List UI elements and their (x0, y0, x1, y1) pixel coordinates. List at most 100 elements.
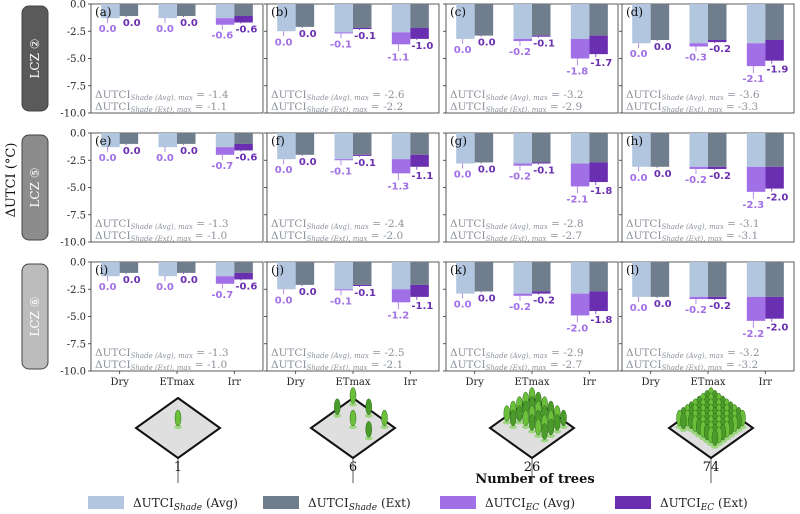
y-tick-label: -7.5 (67, 339, 86, 350)
y-tick-label: -2.5 (67, 27, 86, 38)
annotation-avg: ΔUTCIShade (Avg), max = -3.1 (626, 218, 760, 231)
bar-ec-avg (689, 43, 708, 47)
bar-shade-ext (177, 4, 196, 16)
tree-diagram: 26 (488, 387, 576, 483)
bar-shade-avg (513, 133, 532, 164)
bar-ec-ext (410, 284, 429, 297)
tree-crown (516, 405, 523, 422)
annotation-ext: ΔUTCIShade (Ext), max = -2.7 (450, 230, 582, 243)
panel: 0.0 0.0 -0.2-0.1 -2.1-1.8 (g) ΔUTCIShade (Avg… (443, 132, 619, 243)
bar-shade-ext (650, 262, 670, 297)
tree-shadow (546, 434, 555, 438)
y-tick-label: -10.0 (60, 109, 86, 120)
tree-shadow (528, 429, 536, 434)
bar-shade-avg (632, 262, 651, 297)
value-label-avg: -0.7 (211, 161, 233, 172)
value-label-avg: 0.0 (630, 49, 648, 60)
y-tick-label: -2.5 (67, 156, 86, 167)
bar-ec-ext (765, 296, 784, 319)
annotation-avg: ΔUTCIShade (Avg), max = -3.6 (626, 89, 760, 102)
panel-id: (e) (95, 134, 111, 148)
tree-shadow (502, 420, 511, 425)
value-label-avg: 0.0 (99, 282, 117, 293)
bar-ec-ext (708, 296, 727, 300)
tree-crown (349, 409, 357, 427)
legend-label: ΔUTCIShade (Ext) (308, 496, 411, 513)
bar-shade-ext (650, 4, 670, 40)
bar-shade-avg (570, 262, 590, 294)
tree-illustrations: Number of trees 1 6 26 74 (134, 387, 755, 487)
bar-shade-ext (765, 4, 784, 40)
bar-ec-avg (334, 159, 353, 161)
legend-label: ΔUTCIEC (Avg) (485, 496, 575, 513)
bar-shade-ext (234, 262, 253, 273)
tree-crown (334, 398, 341, 415)
bar-shade-avg (391, 133, 411, 160)
x-tick-label: Dry (286, 377, 305, 388)
value-label-ext: -0.1 (354, 158, 376, 169)
tree-crown (680, 412, 687, 430)
value-label-avg: -0.7 (211, 290, 233, 301)
annotation-avg: ΔUTCIShade (Avg), max = -2.6 (271, 89, 405, 102)
annotation-avg: ΔUTCIShade (Avg), max = -2.9 (450, 347, 584, 360)
bar-ec-avg (746, 166, 766, 192)
row-label: LCZ ⑥ (28, 296, 42, 336)
value-label-avg: -1.1 (387, 52, 409, 63)
x-tick-label: Irr (228, 377, 242, 388)
bar-shade-avg (456, 262, 475, 294)
bar-shade-avg (158, 133, 177, 148)
bar-shade-avg (101, 262, 120, 277)
value-label-ext: -1.9 (766, 65, 788, 76)
bar-ec-avg (391, 159, 411, 174)
value-label-avg: -0.1 (330, 39, 352, 50)
bar-shade-ext (410, 4, 429, 28)
bar-shade-ext (765, 133, 784, 167)
tree-crown (560, 409, 567, 427)
bar-shade-avg (456, 133, 475, 164)
tree-count-label: 6 (349, 460, 357, 475)
value-label-avg: 0.0 (156, 282, 174, 293)
value-label-avg: -1.8 (566, 67, 588, 78)
value-label-ext: -2.0 (766, 193, 788, 204)
panel-id: (i) (95, 263, 108, 277)
bar-shade-avg (334, 262, 353, 290)
annotation-avg: ΔUTCIShade (Avg), max = -2.8 (450, 218, 584, 231)
legend-label: ΔUTCIShade (Avg) (133, 496, 238, 513)
bar-shade-ext (532, 262, 551, 292)
y-tick-label: -10.0 (60, 238, 86, 249)
bar-ec-avg (746, 296, 766, 321)
panel: 0.0 0.0 Dry -0.2-0.2 ETmax -2.0-1.8 Irr (k) ΔUTC… (443, 261, 619, 388)
bar-ec-avg (689, 296, 708, 300)
bar-shade-ext (119, 133, 139, 144)
bar-ec-ext (765, 39, 784, 61)
tree-diagram: 6 (309, 387, 397, 483)
panel: 0.0 -2.5 -5.0 -7.5 -10.0 0.0 0.0 0.0 0.0 -0.6-0.6… (60, 0, 264, 120)
tree-crown (365, 398, 372, 415)
bar-shade-avg (101, 4, 120, 19)
value-label-ext: -1.8 (590, 315, 612, 326)
panels: 0.0-2.5-5.0-7.5-10.00.00.00.00.0-0.6-0.6… (60, 0, 795, 388)
value-label-ext: 0.0 (478, 293, 496, 304)
panel-id: (f) (271, 134, 285, 148)
bar-ec-ext (532, 35, 551, 37)
legend-label: ΔUTCIEC (Ext) (660, 496, 748, 513)
legend-ec-ext: ΔUTCIEC (Ext) (615, 496, 748, 513)
value-label-ext: -0.2 (709, 44, 731, 55)
bar-shade-avg (570, 133, 590, 164)
value-label-avg: -2.0 (566, 323, 588, 334)
bar-shade-ext (177, 262, 196, 273)
row-label: LCZ ⑤ (28, 167, 42, 207)
tree-shadow (553, 429, 562, 434)
bar-shade-avg (689, 262, 708, 297)
value-label-ext: -1.7 (590, 58, 612, 69)
value-label-avg: 0.0 (156, 153, 174, 164)
x-tick-label: ETmax (159, 377, 194, 388)
bar-ec-ext (234, 272, 253, 280)
bar-shade-ext (708, 4, 727, 40)
bar-shade-avg (632, 4, 651, 44)
annotation-ext: ΔUTCIShade (Ext), max = -2.1 (271, 359, 403, 372)
x-tick-label: Dry (110, 377, 129, 388)
bar-shade-ext (650, 133, 670, 167)
legend-ec-avg: ΔUTCIEC (Avg) (440, 496, 575, 513)
bar-ec-ext (532, 291, 551, 294)
